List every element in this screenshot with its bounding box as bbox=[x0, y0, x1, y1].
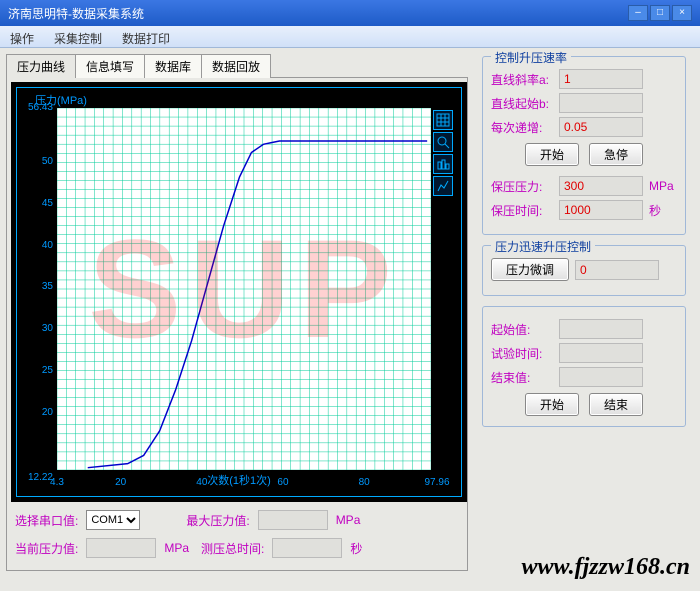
menu-item[interactable]: 操作 bbox=[0, 26, 44, 47]
zoom-icon[interactable] bbox=[433, 132, 453, 152]
maxp-value bbox=[258, 510, 328, 530]
menu-item[interactable]: 采集控制 bbox=[44, 26, 112, 47]
chart-tools bbox=[433, 110, 455, 198]
step-label: 每次递增: bbox=[491, 119, 553, 136]
minimize-button[interactable]: – bbox=[628, 5, 648, 21]
close-button[interactable]: × bbox=[672, 5, 692, 21]
right-pane: 控制升压速率 直线斜率a: 直线起始b: 每次递增: 开始 急停 保压压力: MP… bbox=[474, 48, 694, 591]
time-unit: 秒 bbox=[350, 540, 362, 557]
holdp-unit: MPa bbox=[649, 179, 673, 193]
time-value bbox=[272, 538, 342, 558]
rate-stop-button[interactable]: 急停 bbox=[589, 143, 643, 166]
adjust-button[interactable]: 压力微调 bbox=[491, 258, 569, 281]
slope-label: 直线斜率a: bbox=[491, 71, 553, 88]
chart-footer: 选择串口值: COM1 最大压力值: MPa 当前压力值: MPa 测压总时间:… bbox=[11, 502, 463, 566]
group-rate-legend: 控制升压速率 bbox=[491, 49, 571, 66]
holdt-unit: 秒 bbox=[649, 202, 673, 219]
window-title: 济南思明特-数据采集系统 bbox=[8, 5, 144, 22]
holdp-input[interactable] bbox=[559, 176, 643, 196]
group-fast: 压力迅速升压控制 压力微调 bbox=[482, 245, 686, 296]
chart-frame: 压力(MPa) SUP 次数(1秒1次) 56.4350454035302520… bbox=[11, 82, 467, 502]
step-input[interactable] bbox=[559, 117, 643, 137]
window-controls: – □ × bbox=[628, 5, 692, 21]
maximize-button[interactable]: □ bbox=[650, 5, 670, 21]
holdp-label: 保压压力: bbox=[491, 178, 553, 195]
holdt-input[interactable] bbox=[559, 200, 643, 220]
startb-label: 直线起始b: bbox=[491, 95, 553, 112]
group-test: 起始值: 试验时间: 结束值: 开始 结束 bbox=[482, 306, 686, 427]
startb-input[interactable] bbox=[559, 93, 643, 113]
curp-unit: MPa bbox=[164, 541, 189, 555]
test-start-label: 起始值: bbox=[491, 321, 553, 338]
tab-info[interactable]: 信息填写 bbox=[75, 54, 145, 78]
chart-box: 压力(MPa) SUP 次数(1秒1次) 56.4350454035302520… bbox=[16, 87, 462, 497]
holdt-label: 保压时间: bbox=[491, 202, 553, 219]
group-rate: 控制升压速率 直线斜率a: 直线起始b: 每次递增: 开始 急停 保压压力:MP… bbox=[482, 56, 686, 235]
test-end-input[interactable] bbox=[559, 367, 643, 387]
tab-panel: 压力(MPa) SUP 次数(1秒1次) 56.4350454035302520… bbox=[6, 77, 468, 571]
time-label: 测压总时间: bbox=[201, 540, 264, 557]
port-select[interactable]: COM1 bbox=[86, 510, 140, 530]
slope-input[interactable] bbox=[559, 69, 643, 89]
plot-area bbox=[57, 108, 431, 470]
maxp-label: 最大压力值: bbox=[186, 512, 249, 529]
menubar: 操作 采集控制 数据打印 bbox=[0, 26, 700, 48]
test-end-label: 结束值: bbox=[491, 369, 553, 386]
test-start-button[interactable]: 开始 bbox=[525, 393, 579, 416]
curp-value bbox=[86, 538, 156, 558]
test-time-label: 试验时间: bbox=[491, 345, 553, 362]
adjust-input[interactable] bbox=[575, 260, 659, 280]
curp-label: 当前压力值: bbox=[15, 540, 78, 557]
grid-icon[interactable] bbox=[433, 110, 453, 130]
tab-replay[interactable]: 数据回放 bbox=[201, 54, 271, 78]
maxp-unit: MPa bbox=[336, 513, 361, 527]
left-pane: 压力曲线 信息填写 数据库 数据回放 压力(MPa) SUP 次数(1秒1次) … bbox=[0, 48, 474, 591]
tool4-icon[interactable] bbox=[433, 176, 453, 196]
plot-svg bbox=[57, 108, 431, 470]
port-label: 选择串口值: bbox=[15, 512, 78, 529]
tab-curve[interactable]: 压力曲线 bbox=[6, 54, 76, 78]
tab-db[interactable]: 数据库 bbox=[144, 54, 202, 78]
test-start-input[interactable] bbox=[559, 319, 643, 339]
test-time-input[interactable] bbox=[559, 343, 643, 363]
rate-start-button[interactable]: 开始 bbox=[525, 143, 579, 166]
tool3-icon[interactable] bbox=[433, 154, 453, 174]
client-area: 压力曲线 信息填写 数据库 数据回放 压力(MPa) SUP 次数(1秒1次) … bbox=[0, 48, 700, 591]
menu-item[interactable]: 数据打印 bbox=[112, 26, 180, 47]
group-fast-legend: 压力迅速升压控制 bbox=[491, 238, 595, 255]
test-end-button[interactable]: 结束 bbox=[589, 393, 643, 416]
titlebar: 济南思明特-数据采集系统 – □ × bbox=[0, 0, 700, 26]
tab-strip: 压力曲线 信息填写 数据库 数据回放 bbox=[6, 54, 468, 78]
